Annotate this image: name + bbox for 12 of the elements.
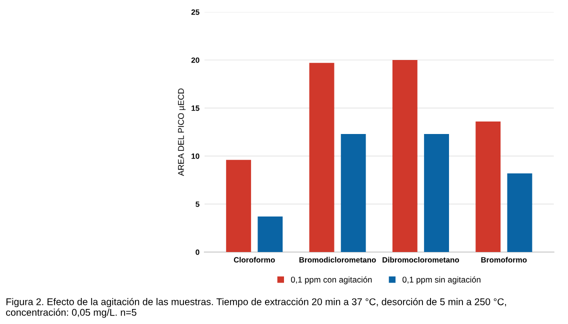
bar bbox=[507, 173, 532, 252]
bar bbox=[424, 134, 450, 252]
bar bbox=[392, 60, 418, 252]
bar bbox=[309, 62, 334, 252]
legend-label: 0,1 ppm con agitación bbox=[290, 276, 372, 284]
bar bbox=[340, 134, 366, 252]
y-axis-title: AREA DEL PICO µECD bbox=[178, 88, 186, 176]
bar bbox=[258, 216, 283, 252]
bar bbox=[226, 160, 252, 252]
text: Figura 2. Efecto de la agitación de las muestras. Tiempo de extracción 20 min a 37 °C, desorción de 5 min a 250 °C, concentración: 0,05 mg/L. n=5 bbox=[6, 298, 506, 318]
bar bbox=[476, 121, 501, 252]
legend-label: 0,1 ppm sin agitación bbox=[402, 276, 480, 284]
